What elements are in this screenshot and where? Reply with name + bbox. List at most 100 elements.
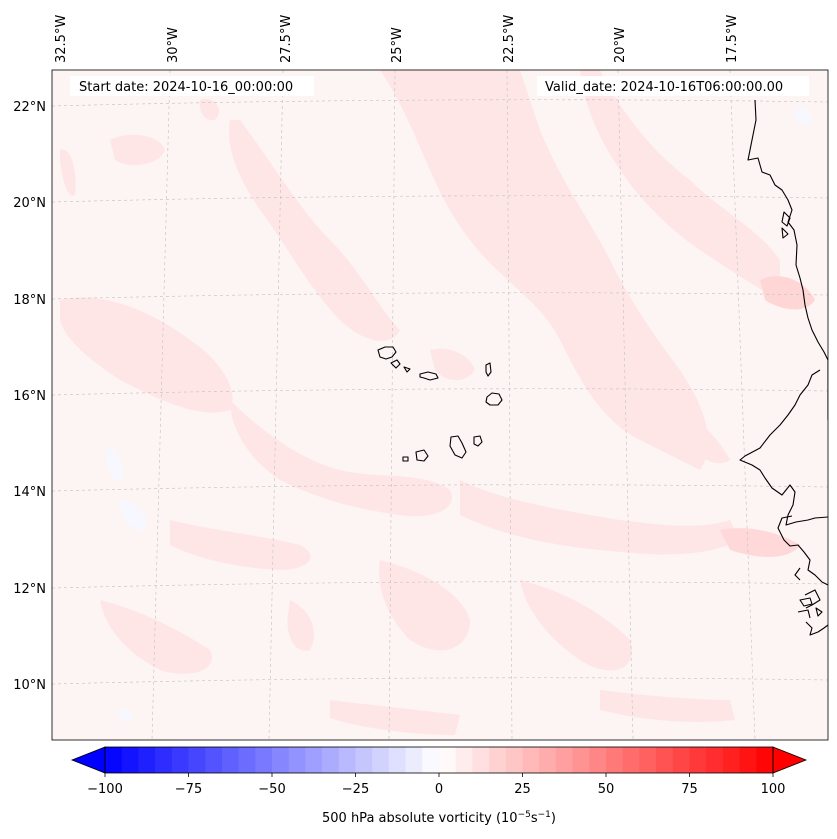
- colorbar-segment: [188, 747, 206, 773]
- colorbar-segment: [522, 747, 540, 773]
- negative-vorticity-patch: [794, 108, 812, 126]
- vorticity-patch: [100, 600, 212, 674]
- island-santa-luzia: [403, 366, 411, 373]
- colorbar-tick-label: 0: [435, 782, 443, 797]
- island-sal: [485, 362, 492, 377]
- colorbar-segment: [572, 747, 590, 773]
- colorbar-segment: [405, 747, 423, 773]
- colorbar-label-exp2: −1: [538, 810, 551, 820]
- colorbar-segment: [472, 747, 490, 773]
- lat-label: 16°N: [13, 389, 46, 404]
- lat-label: 20°N: [13, 196, 46, 211]
- valid-date-label: Valid_date: 2024-10-16T06:00:00.00: [545, 80, 783, 95]
- colorbar-segments: [105, 747, 774, 773]
- colorbar-tick-label: 75: [681, 782, 698, 797]
- gridline-lat: [52, 581, 828, 589]
- island-santo-antao: [377, 346, 397, 360]
- latitude-labels: 22°N 20°N 18°N 16°N 14°N 12°N 10°N: [13, 100, 46, 693]
- colorbar-segment: [388, 747, 407, 773]
- colorbar-segment: [372, 747, 390, 773]
- colorbar-segment: [505, 747, 524, 773]
- colorbar-segment: [756, 747, 774, 773]
- colorbar-segment: [105, 747, 123, 773]
- colorbar-segment: [555, 747, 574, 773]
- vorticity-patch: [380, 70, 709, 470]
- colorbar-segment: [672, 747, 691, 773]
- lon-label: 32.5°W: [54, 15, 69, 63]
- colorbar-segment: [155, 747, 173, 773]
- lat-label: 12°N: [13, 582, 46, 597]
- colorbar-label-prefix: 500 hPa absolute vorticity (10: [322, 811, 518, 826]
- vorticity-patch: [720, 528, 800, 557]
- colorbar-segment: [439, 747, 457, 773]
- lat-label: 22°N: [13, 100, 46, 115]
- colorbar-segment: [338, 747, 357, 773]
- colorbar-segment: [322, 747, 340, 773]
- colorbar-segment: [739, 747, 757, 773]
- negative-vorticity-patch: [105, 449, 123, 481]
- colorbar-segment: [706, 747, 724, 773]
- gridlines: [52, 70, 828, 740]
- vorticity-field: [60, 70, 815, 735]
- negative-vorticity-field: [105, 108, 812, 722]
- colorbar-segment: [589, 747, 607, 773]
- gridline-lon: [506, 70, 513, 740]
- island-sao-nicolau: [419, 371, 439, 381]
- vorticity-patch: [680, 410, 730, 464]
- vorticity-patch: [460, 480, 740, 555]
- vorticity-patch: [60, 149, 76, 196]
- lon-label: 22.5°W: [502, 15, 517, 63]
- gridline-lat: [52, 195, 828, 203]
- colorbar-segment: [355, 747, 373, 773]
- gridline-lat: [52, 99, 828, 107]
- negative-vorticity-patch: [117, 709, 132, 722]
- colorbar-tick-label: −50: [258, 782, 285, 797]
- colorbar-tick-label: −25: [342, 782, 369, 797]
- colorbar-ticks: −100 −75 −50 −25 0 25 50 75 100: [87, 773, 785, 797]
- longitude-labels: 32.5°W 30°W 27.5°W 25°W 22.5°W 20°W 17.5…: [54, 15, 740, 63]
- colorbar-label-suffix: ): [551, 811, 556, 826]
- start-date-label: Start date: 2024-10-16_00:00:00: [79, 80, 293, 95]
- vorticity-patch: [110, 134, 165, 166]
- colorbar-label-exp1: −5: [518, 810, 531, 820]
- gridline-lat: [52, 677, 828, 685]
- colorbar-segment: [238, 747, 256, 773]
- colorbar-label-mid: s: [531, 811, 538, 826]
- island-bijagos: [781, 211, 823, 617]
- vorticity-patch: [379, 560, 470, 651]
- gridline-lon: [268, 70, 284, 740]
- vorticity-patch: [330, 700, 460, 735]
- island-fogo: [415, 449, 429, 462]
- island-santiago: [449, 435, 467, 459]
- lon-label: 17.5°W: [725, 15, 740, 63]
- vorticity-patch: [230, 400, 452, 517]
- negative-vorticity-patch: [120, 500, 146, 531]
- colorbar-segment: [606, 747, 624, 773]
- colorbar-segment: [722, 747, 741, 773]
- vorticity-patch: [430, 348, 475, 381]
- colorbar: −100 −75 −50 −25 0 25 50 75 100 500 hPa absolute…: [70, 746, 808, 826]
- vorticity-patch: [580, 70, 780, 300]
- colorbar-segment: [422, 747, 440, 773]
- gridline-lon: [617, 70, 634, 740]
- colorbar-min-extend: [70, 746, 106, 774]
- colorbar-segment: [539, 747, 557, 773]
- island-boa-vista: [485, 392, 503, 406]
- lat-label: 14°N: [13, 485, 46, 500]
- colorbar-segment: [272, 747, 290, 773]
- colorbar-label: 500 hPa absolute vorticity (10−5s−1): [322, 810, 556, 826]
- vorticity-patch: [520, 580, 632, 671]
- colorbar-tick-label: −75: [175, 782, 202, 797]
- colorbar-segment: [455, 747, 473, 773]
- vorticity-patch: [287, 600, 314, 651]
- lat-label: 18°N: [13, 293, 46, 308]
- vorticity-patch: [60, 297, 233, 413]
- start-date-box: [70, 76, 314, 96]
- colorbar-segment: [656, 747, 674, 773]
- lon-label: 30°W: [166, 27, 181, 63]
- colorbar-segment: [171, 747, 190, 773]
- gridline-lon: [729, 70, 756, 740]
- colorbar-segment: [639, 747, 657, 773]
